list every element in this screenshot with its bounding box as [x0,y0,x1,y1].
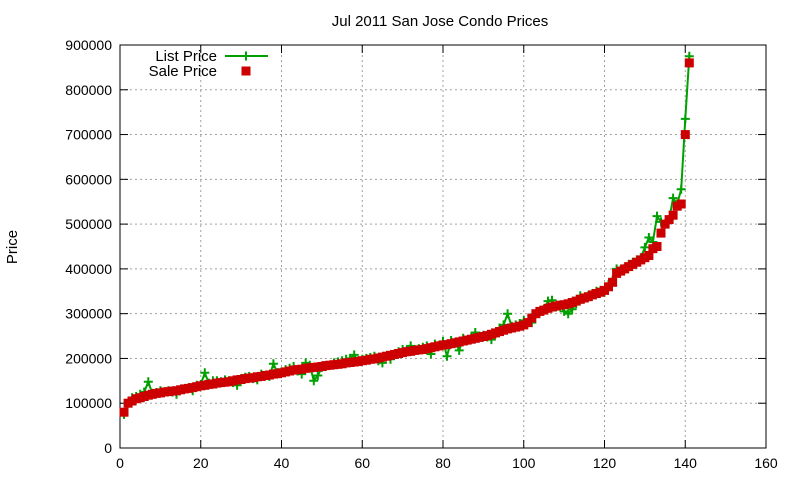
x-tick-label: 80 [435,455,451,471]
x-tick-label: 20 [193,455,209,471]
legend-label-sale-price: Sale Price [149,63,217,80]
sale-price-point [676,199,686,209]
y-tick-label: 400000 [65,261,112,277]
x-tick-label: 160 [754,455,778,471]
axis-ticks [119,44,767,449]
x-tick-label: 140 [674,455,698,471]
legend: List Price Sale Price [149,48,268,80]
sale-price-point [668,210,678,220]
series-sale-price [119,58,694,417]
list-price-point [442,351,452,361]
list-price-point [676,184,686,194]
sale-price-point [608,277,618,287]
y-tick-label: 0 [104,440,112,456]
y-tick-label: 300000 [65,306,112,322]
legend-marker-list-price [241,51,251,61]
list-price-point [503,309,513,319]
sale-price-point [119,407,129,417]
list-price-point [200,368,210,378]
y-axis-label: Price [4,230,21,264]
grid-lines [120,45,766,448]
list-price-point [680,114,690,124]
y-tick-label: 500000 [65,216,112,232]
tick-labels: 0 20 40 60 80 100 120 140 160 0 100000 200000 300000… [65,37,778,471]
y-tick-label: 100000 [65,395,112,411]
sale-price-point [684,58,694,68]
sale-price-point [656,228,666,238]
list-price-point [454,345,464,355]
x-tick-label: 100 [512,455,536,471]
legend-label-list-price: List Price [155,48,217,65]
sale-price-point [652,242,662,251]
y-tick-label: 700000 [65,127,112,143]
sale-price-point [680,130,690,140]
list-price-point [268,359,278,369]
x-tick-label: 40 [274,455,290,471]
x-tick-label: 60 [354,455,370,471]
list-price-point [143,377,153,387]
list-price-point [652,211,662,221]
list-price-point [640,242,650,252]
y-tick-label: 800000 [65,82,112,98]
list-price-point [309,376,319,386]
sale-price-point [644,251,654,260]
list-price-point [668,193,678,203]
chart-title: Jul 2011 San Jose Condo Prices [332,13,549,30]
x-tick-label: 0 [116,455,124,471]
legend-marker-sale-price [241,66,251,76]
data-series [119,51,694,419]
y-tick-label: 200000 [65,350,112,366]
list-price-point [313,371,323,380]
y-tick-label: 900000 [65,37,112,53]
y-tick-label: 600000 [65,171,112,187]
x-tick-label: 120 [593,455,617,471]
